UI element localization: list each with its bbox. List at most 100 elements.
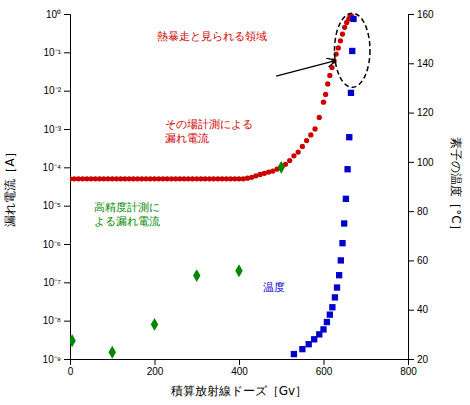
tick-label: 120 bbox=[417, 107, 434, 118]
point bbox=[291, 153, 296, 158]
point bbox=[317, 115, 322, 120]
tick-mark bbox=[64, 129, 70, 130]
tick-label: 10⁰ bbox=[46, 9, 61, 20]
tick-mark bbox=[64, 52, 70, 53]
tick-label: 10⁻¹ bbox=[44, 47, 62, 58]
series bbox=[70, 161, 285, 359]
y-axis: 10⁻⁹10⁻⁸10⁻⁷10⁻⁶10⁻⁵10⁻⁴10⁻³10⁻²10⁻¹10⁰ bbox=[43, 9, 71, 365]
x-axis-title: 積算放射線ドーズ［Gv］ bbox=[171, 384, 307, 398]
y-axis-title: 漏れ電流［A］ bbox=[3, 146, 17, 226]
point bbox=[321, 100, 326, 105]
tick: 40 bbox=[408, 304, 429, 315]
tick-mark bbox=[324, 359, 325, 365]
tick-mark bbox=[408, 63, 414, 64]
point bbox=[323, 92, 328, 97]
point bbox=[320, 326, 326, 332]
tick-mark bbox=[408, 162, 414, 163]
point bbox=[332, 294, 338, 300]
tick: 10⁻⁸ bbox=[43, 315, 70, 326]
y2-axis: 20 40 60 80 100 120 140 160 bbox=[408, 9, 434, 365]
point bbox=[296, 149, 301, 154]
tick-mark bbox=[408, 260, 414, 261]
tick-label: 10⁻³ bbox=[44, 124, 62, 135]
tick: 10⁻⁷ bbox=[43, 277, 70, 288]
point bbox=[325, 81, 330, 86]
point bbox=[338, 257, 344, 263]
tick: 100 bbox=[408, 157, 434, 168]
tick: 400 bbox=[231, 359, 248, 377]
tick-label: 80 bbox=[417, 206, 429, 217]
tick: 200 bbox=[147, 359, 164, 377]
point bbox=[336, 45, 341, 50]
point bbox=[304, 138, 309, 143]
y-axis-line bbox=[64, 15, 71, 360]
point bbox=[341, 220, 347, 226]
tick-label: 10⁻⁵ bbox=[43, 200, 61, 211]
point bbox=[327, 73, 332, 78]
point bbox=[193, 269, 200, 282]
point bbox=[151, 318, 158, 331]
point bbox=[340, 31, 345, 36]
tick: 60 bbox=[408, 255, 429, 266]
tick: 10⁻⁶ bbox=[43, 239, 70, 250]
point bbox=[109, 346, 116, 359]
tick: 80 bbox=[408, 206, 429, 217]
y2-axis-title: 素子の温度［°C］ bbox=[449, 137, 463, 235]
plot-area: 020040060080010⁻⁹10⁻⁸10⁻⁷10⁻⁶10⁻⁵10⁻⁴10⁻… bbox=[3, 9, 463, 398]
tick: 10⁻⁹ bbox=[43, 354, 70, 365]
tick: 20 bbox=[408, 354, 429, 365]
point bbox=[70, 334, 76, 347]
point bbox=[346, 134, 352, 140]
tick: 600 bbox=[316, 359, 333, 377]
tick: 10⁰ bbox=[46, 9, 70, 20]
tick-label: 400 bbox=[231, 366, 248, 377]
tick: 10⁻¹ bbox=[44, 47, 70, 58]
annotation: 熱暴走と見られる領域 bbox=[157, 30, 267, 43]
tick-mark bbox=[239, 359, 240, 365]
tick-label: 20 bbox=[417, 354, 429, 365]
point bbox=[349, 48, 355, 54]
tick-mark bbox=[64, 167, 70, 168]
annotation-ellipse bbox=[334, 13, 369, 87]
tick-mark bbox=[64, 91, 70, 92]
marks bbox=[70, 14, 357, 359]
decorations bbox=[276, 13, 370, 87]
point bbox=[336, 272, 342, 278]
tick-label: 10⁻⁶ bbox=[43, 239, 61, 250]
point bbox=[348, 90, 354, 96]
tick-mark bbox=[64, 359, 70, 360]
series bbox=[70, 14, 354, 182]
x-axis: 0200400600800 bbox=[68, 359, 418, 377]
tick-mark bbox=[408, 113, 414, 114]
tick: 10⁻³ bbox=[44, 124, 70, 135]
tick-mark bbox=[64, 321, 70, 322]
point bbox=[327, 311, 333, 317]
tick-mark bbox=[64, 14, 70, 15]
y2-axis-line bbox=[409, 15, 415, 360]
tick-label: 10⁻⁷ bbox=[43, 277, 61, 288]
series bbox=[291, 16, 357, 357]
tick-mark bbox=[408, 14, 414, 15]
tick: 10⁻⁴ bbox=[43, 162, 70, 173]
tick-label: 160 bbox=[417, 9, 434, 20]
point bbox=[324, 319, 330, 325]
tick-label: 10⁻⁴ bbox=[43, 162, 61, 173]
point bbox=[306, 341, 312, 347]
annotation: 温度 bbox=[263, 281, 285, 294]
point bbox=[342, 25, 347, 30]
annotation: 高精度計測による漏れ電流 bbox=[94, 201, 160, 228]
point bbox=[235, 264, 242, 277]
point bbox=[278, 161, 285, 174]
tick-label: 10⁻⁹ bbox=[43, 354, 61, 365]
point bbox=[334, 284, 340, 290]
point bbox=[308, 132, 313, 137]
tick-mark bbox=[155, 359, 156, 365]
point bbox=[291, 351, 297, 357]
point bbox=[300, 144, 305, 149]
point bbox=[344, 166, 350, 172]
annotation: その場計測による漏れ電流 bbox=[165, 118, 253, 145]
point bbox=[312, 126, 317, 131]
point bbox=[338, 38, 343, 43]
tick-label: 140 bbox=[417, 58, 434, 69]
tick: 140 bbox=[408, 58, 434, 69]
